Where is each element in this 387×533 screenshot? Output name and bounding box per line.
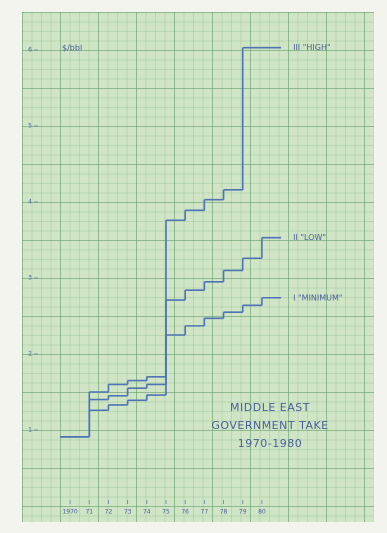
x-tick-label: 1970 — [62, 509, 77, 516]
chart-title-line: GOVERNMENT TAKE — [211, 419, 328, 432]
x-tick-label: 71 — [85, 509, 93, 516]
x-tick-label: 78 — [220, 509, 228, 516]
x-tick-label: 73 — [124, 509, 132, 516]
y-tick-label: 6 — [28, 47, 32, 54]
chart-title-line: 1970-1980 — [238, 437, 302, 450]
x-tick-label: 76 — [181, 509, 189, 516]
x-tick-label: 79 — [239, 509, 247, 516]
x-tick-label: 77 — [201, 509, 209, 516]
series-label: III "HIGH" — [293, 43, 331, 52]
y-tick-label: 1 — [28, 427, 32, 434]
y-tick-label: 3 — [28, 275, 32, 282]
chart: $/bbl MIDDLE EAST GOVERNMENT TAKE 1970-1… — [0, 0, 387, 533]
y-tick-label: 4 — [28, 199, 32, 206]
y-axis-label: $/bbl — [62, 44, 82, 53]
x-tick-label: 80 — [258, 509, 266, 516]
series-label: I "MINIMUM" — [293, 293, 343, 302]
series-label: II "LOW" — [293, 233, 326, 242]
chart-title-line: MIDDLE EAST — [230, 401, 310, 414]
x-tick-label: 74 — [143, 509, 151, 516]
x-tick-label: 75 — [162, 509, 170, 516]
y-tick-label: 5 — [28, 123, 32, 130]
x-tick-label: 72 — [105, 509, 113, 516]
y-tick-label: 2 — [28, 351, 32, 358]
page: $/bbl MIDDLE EAST GOVERNMENT TAKE 1970-1… — [0, 0, 387, 533]
